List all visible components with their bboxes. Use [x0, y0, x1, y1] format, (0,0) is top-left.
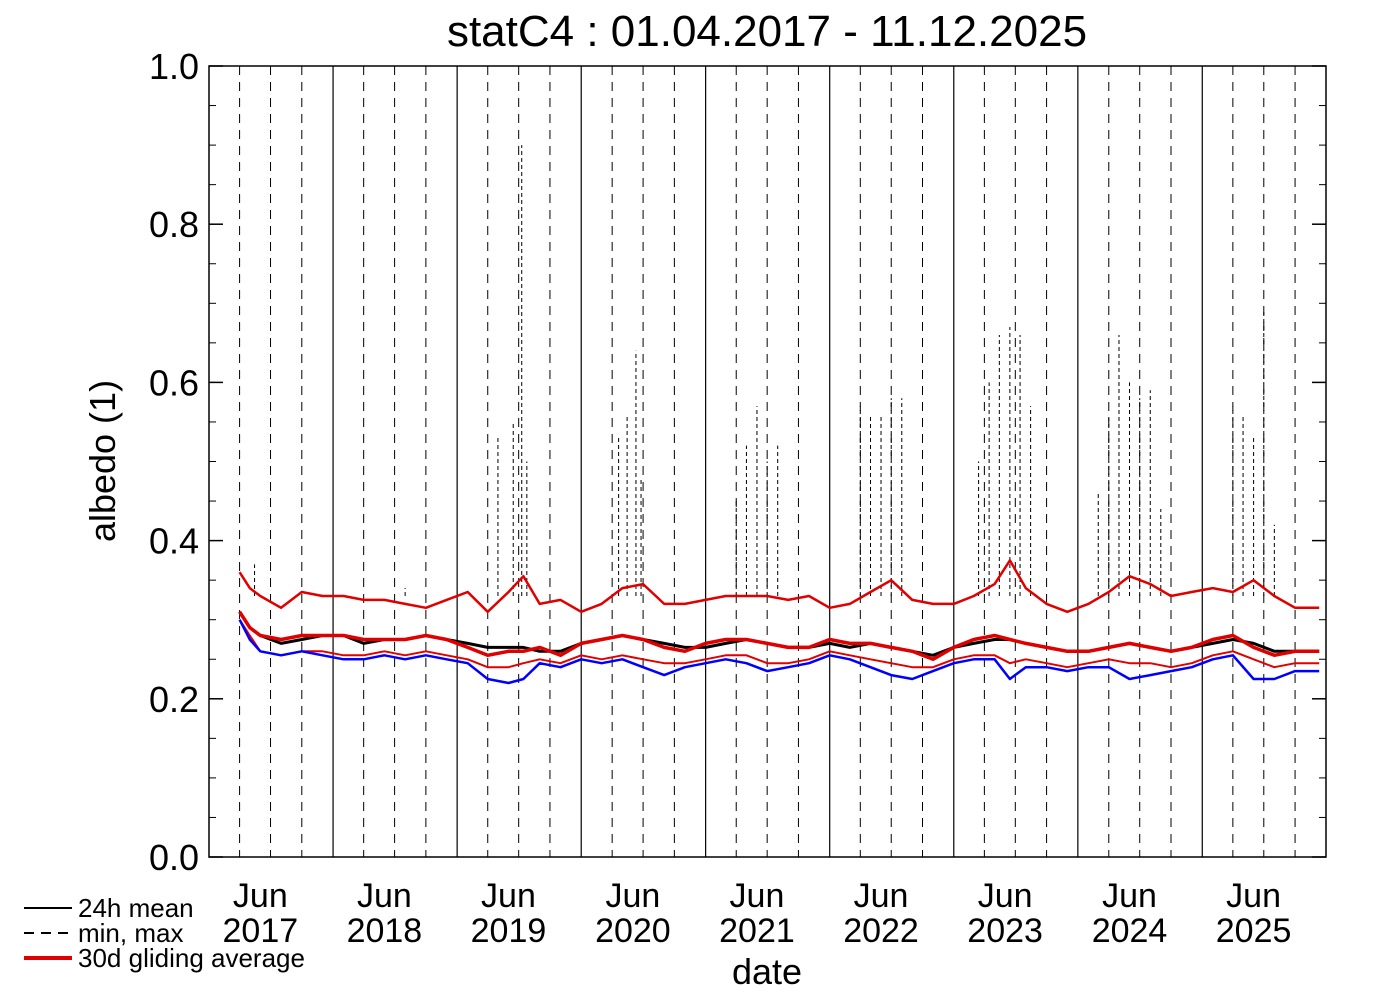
min-gliding-average-line — [238, 619, 1320, 669]
plot-series — [238, 145, 1320, 685]
y-tick-label: 0.0 — [149, 837, 199, 878]
y-tick-label: 0.4 — [149, 521, 199, 562]
max-gliding-average-line — [238, 559, 1320, 614]
legend: 24h mean min, max 30d gliding average — [24, 893, 305, 973]
x-tick-label-year: 2017 — [223, 912, 299, 950]
x-tick-label-year: 2018 — [347, 912, 423, 950]
x-tick-label-month: Jun — [854, 877, 909, 915]
legend-label-minmax: min, max — [78, 918, 183, 948]
x-tick-label-year: 2022 — [843, 912, 919, 950]
y-tick-label: 1.0 — [149, 46, 199, 87]
x-tick-label-month: Jun — [357, 877, 412, 915]
x-tick-label-month: Jun — [233, 877, 288, 915]
x-tick-label-month: Jun — [1102, 877, 1157, 915]
x-tick-label-month: Jun — [1226, 877, 1281, 915]
x-tick-label-year: 2020 — [595, 912, 671, 950]
x-tick-label-month: Jun — [605, 877, 660, 915]
y-axis-label: albedo (1) — [82, 380, 123, 542]
x-tick-label-year: 2023 — [967, 912, 1043, 950]
x-axis-label: date — [732, 951, 802, 992]
mean-gliding-average-line — [238, 610, 1320, 662]
x-tick-label-year: 2024 — [1092, 912, 1168, 950]
legend-label-mean: 24h mean — [78, 893, 194, 923]
legend-label-gliding: 30d gliding average — [78, 943, 305, 973]
x-tick-label-month: Jun — [730, 877, 785, 915]
x-tick-label-year: 2025 — [1216, 912, 1292, 950]
x-axis: Jun2017Jun2018Jun2019Jun2020Jun2021Jun20… — [223, 877, 1292, 950]
min-series-line — [238, 619, 1320, 685]
x-tick-label-year: 2021 — [719, 912, 795, 950]
date-grid — [239, 66, 1296, 857]
y-tick-label: 0.8 — [149, 204, 199, 245]
y-tick-label: 0.2 — [149, 679, 199, 720]
y-axis: 0.0 0.2 0.4 0.6 0.8 1.0 — [149, 46, 1326, 878]
y-tick-label: 0.6 — [149, 362, 199, 403]
x-tick-label-month: Jun — [481, 877, 536, 915]
x-tick-label-month: Jun — [978, 877, 1033, 915]
x-tick-label-year: 2019 — [471, 912, 547, 950]
chart-title: statC4 : 01.04.2017 - 11.12.2025 — [447, 7, 1087, 56]
